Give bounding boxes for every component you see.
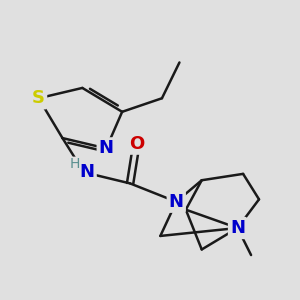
Text: O: O (129, 135, 144, 153)
Text: N: N (99, 140, 114, 158)
Text: S: S (32, 89, 45, 107)
Text: N: N (80, 163, 94, 181)
Text: H: H (69, 157, 80, 171)
Text: N: N (230, 219, 245, 237)
Text: N: N (169, 193, 184, 211)
